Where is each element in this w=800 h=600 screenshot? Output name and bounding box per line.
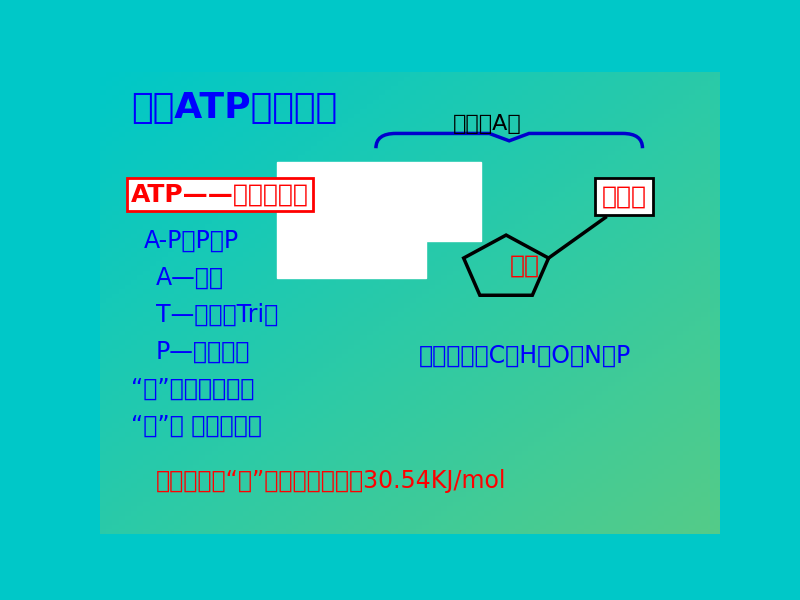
Text: A—腺苷: A—腺苷	[156, 266, 224, 290]
Text: 腺噸呤: 腺噸呤	[602, 185, 646, 209]
Text: 核糖: 核糖	[510, 254, 540, 278]
Text: A-P～P～P: A-P～P～P	[143, 229, 238, 253]
Text: T—三个（Tri）: T—三个（Tri）	[156, 302, 278, 326]
Text: 腺苷（A）: 腺苷（A）	[453, 114, 522, 134]
Text: 元素组成：C、H、O、N、P: 元素组成：C、H、O、N、P	[419, 344, 631, 368]
Text: P—磷酸基团: P—磷酸基团	[156, 340, 250, 364]
Text: “－”：普通共价键: “－”：普通共价键	[131, 376, 254, 400]
Text: 二、ATP结构简式: 二、ATP结构简式	[131, 91, 337, 125]
Text: “～”： 高能磷酸键: “～”： 高能磷酸键	[131, 413, 262, 437]
Text: ATP——三磷酸腺苷: ATP——三磷酸腺苷	[131, 182, 309, 206]
Text: 高能磷酸键“～”水解释放能量达30.54KJ/mol: 高能磷酸键“～”水解释放能量达30.54KJ/mol	[156, 469, 506, 493]
Polygon shape	[277, 162, 482, 278]
